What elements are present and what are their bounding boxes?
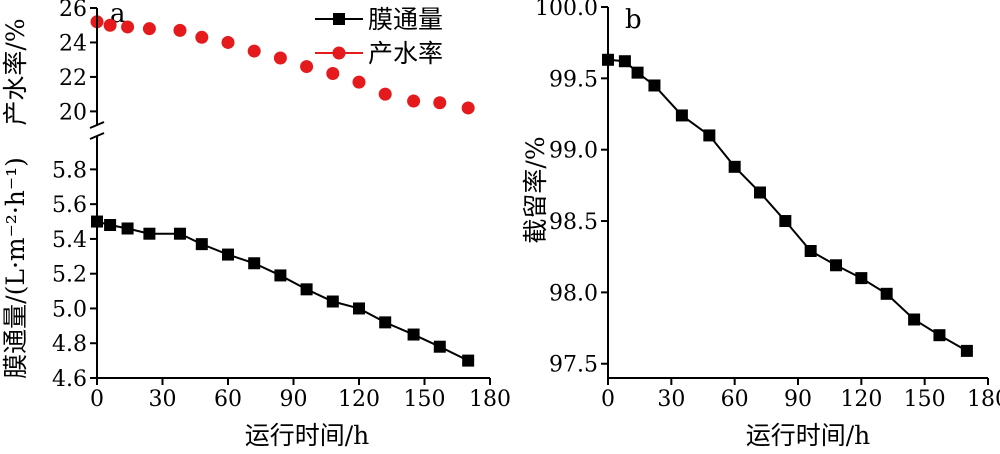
data-point-flux (300, 283, 313, 296)
legend-marker-recovery (332, 46, 346, 60)
data-point-recovery (461, 101, 475, 115)
y-tick-label: 4.8 (52, 332, 87, 357)
panel-a-marks (90, 15, 475, 367)
data-point-rejection (675, 109, 688, 122)
panel-a: a 0 30 60 90 120 150 1804.64.85.05.25.45.65.82… (1, 0, 511, 450)
data-point-flux (121, 222, 134, 235)
data-point-rejection (880, 287, 893, 300)
x-tick-label: 60 (214, 387, 242, 412)
panel-a-xlabel: 运行时间/h (245, 421, 370, 450)
series-line-rejection (607, 58, 968, 352)
data-point-rejection (631, 66, 644, 79)
data-point-flux (222, 248, 234, 261)
y-tick-label: 100.0 (535, 0, 598, 21)
data-point-flux (248, 257, 261, 270)
panel-b-xlabel: 运行时间/h (746, 421, 871, 450)
panel-a-ylabel-bottom: 膜通量/(L·m⁻²·h⁻¹) (1, 157, 30, 379)
y-tick-label: 26 (59, 0, 87, 22)
x-tick-label: 0 (90, 387, 104, 412)
y-tick-label: 98.0 (549, 281, 598, 306)
data-point-rejection (830, 259, 842, 272)
data-point-rejection (728, 160, 741, 173)
data-point-recovery (247, 44, 261, 58)
panel-a-axes: 0 30 60 90 120 150 180 4.6 4.8 5.0 5.2 5.4 5.6 5.8 20 2… (52, 0, 511, 412)
axis-break-mark (89, 121, 105, 129)
data-point-recovery (378, 87, 392, 101)
x-tick-label: 60 (721, 387, 749, 412)
data-point-rejection (779, 215, 792, 228)
data-point-rejection (804, 245, 817, 258)
data-point-rejection (703, 129, 716, 142)
data-point-recovery (173, 23, 187, 37)
data-point-rejection (648, 79, 661, 92)
x-tick-label: 30 (657, 387, 685, 412)
y-tick-label: 5.2 (52, 263, 87, 288)
data-point-recovery (326, 66, 340, 80)
data-point-flux (104, 219, 117, 232)
panel-b: b 0 30 60 90 120 150 180 97.5 98.0 98.5 99.0 99.5 10… (521, 0, 1000, 450)
data-point-flux (173, 227, 186, 240)
x-tick-label: 120 (338, 387, 380, 412)
data-point-recovery (221, 35, 235, 49)
x-tick-label: 90 (784, 387, 812, 412)
panel-b-axes: 0 30 60 90 120 150 180 97.5 98.0 98.5 99.0 99.5 100.… (535, 0, 1000, 412)
y-tick-label: 22 (59, 66, 87, 91)
x-tick-label: 150 (404, 387, 446, 412)
data-point-flux (195, 238, 208, 251)
y-tick-label: 98.5 (549, 210, 598, 235)
data-point-flux (407, 328, 420, 341)
data-point-recovery (352, 75, 366, 89)
data-point-rejection (960, 344, 973, 357)
panel-a-ylabel-top: 产水率/% (1, 18, 30, 125)
data-point-rejection (618, 55, 631, 68)
x-tick-label: 90 (280, 387, 308, 412)
data-point-flux (326, 295, 339, 308)
panel-b-ylabel: 截留率/% (521, 136, 550, 243)
panel-b-marks (602, 53, 973, 357)
axis-break-mark (89, 132, 105, 140)
y-tick-label: 5.8 (52, 158, 87, 183)
legend-label-recovery: 产水率 (368, 39, 443, 68)
data-point-rejection (855, 272, 868, 285)
panel-b-letter: b (625, 5, 642, 35)
data-point-recovery (121, 20, 135, 34)
data-point-rejection (933, 329, 946, 342)
y-tick-label: 24 (59, 31, 87, 56)
data-point-recovery (273, 51, 287, 65)
x-tick-label: 30 (149, 387, 177, 412)
data-point-recovery (103, 18, 117, 32)
data-point-flux (353, 302, 365, 315)
data-point-recovery (300, 60, 314, 74)
data-point-rejection (908, 313, 921, 326)
x-tick-label: 180 (469, 387, 511, 412)
data-point-recovery (433, 96, 447, 110)
data-point-rejection (754, 186, 766, 199)
y-tick-label: 5.4 (52, 228, 87, 253)
data-point-flux (143, 227, 156, 240)
y-tick-label: 97.5 (549, 353, 598, 378)
data-point-flux (274, 269, 287, 282)
y-tick-label: 5.0 (52, 297, 87, 322)
data-point-flux (433, 340, 446, 353)
y-tick-label: 5.6 (52, 193, 87, 218)
legend-marker-flux (333, 13, 345, 25)
x-tick-label: 120 (840, 387, 882, 412)
series-line-flux (96, 220, 469, 362)
y-tick-label: 4.6 (52, 367, 87, 392)
legend-label-flux: 膜通量 (368, 5, 443, 34)
data-point-flux (462, 354, 475, 367)
data-point-flux (379, 316, 392, 329)
y-tick-label: 99.0 (549, 139, 598, 164)
x-tick-label: 180 (967, 387, 1000, 412)
legend: 膜通量 产水率 (315, 5, 443, 68)
data-point-recovery (142, 22, 156, 36)
y-tick-label: 20 (59, 100, 87, 125)
x-tick-label: 150 (904, 387, 946, 412)
y-tick-label: 99.5 (549, 67, 598, 92)
x-tick-label: 0 (601, 387, 615, 412)
data-point-recovery (195, 30, 209, 44)
data-point-recovery (407, 94, 421, 108)
